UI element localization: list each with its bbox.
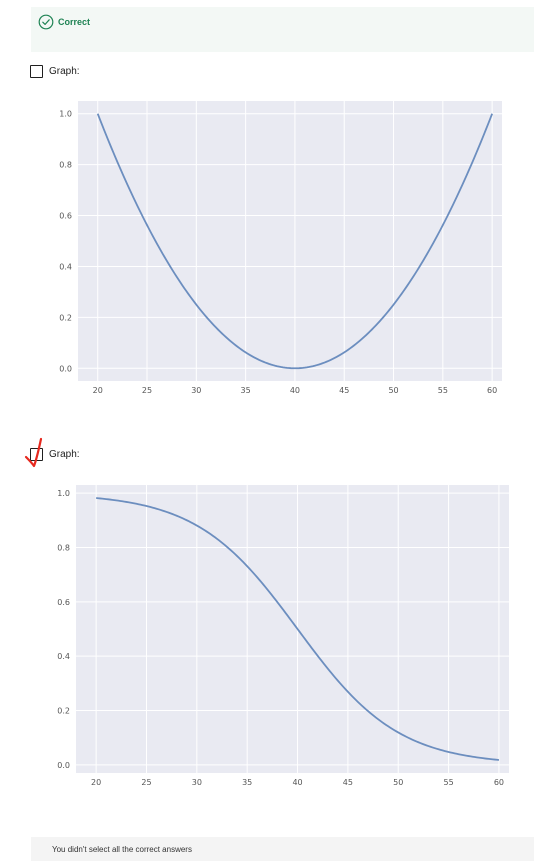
option-1-checkbox[interactable] (30, 65, 43, 78)
y-tick-labels: 0.0 0.2 0.4 0.6 0.8 1.0 (59, 110, 72, 374)
status-label: Correct (58, 17, 91, 27)
x-tick-label: 60 (487, 386, 497, 395)
y-tick-label: 1.0 (57, 489, 70, 498)
plot-background (76, 485, 509, 773)
option-1-label: Graph: (49, 66, 80, 77)
x-tick-label: 35 (241, 386, 251, 395)
sigmoid-chart: 0.0 0.2 0.4 0.6 0.8 1.0 20 25 30 35 40 45 50 55 60 (57, 485, 509, 786)
x-tick-label: 45 (339, 386, 349, 395)
correct-status-banner: Correct (31, 7, 534, 52)
feedback-text: You didn't select all the correct answer… (52, 845, 192, 854)
y-tick-label: 0.0 (59, 364, 72, 373)
x-tick-label: 35 (242, 778, 252, 786)
parabola-line (96, 113, 493, 370)
sigmoid-line (96, 497, 500, 761)
y-tick-label: 0.8 (57, 543, 70, 552)
gridlines (76, 485, 509, 773)
x-tick-label: 55 (443, 778, 453, 786)
x-tick-label: 25 (142, 386, 152, 395)
x-tick-label: 55 (438, 386, 448, 395)
x-tick-label: 20 (91, 778, 101, 786)
y-tick-labels: 0.0 0.2 0.4 0.6 0.8 1.0 (57, 489, 70, 770)
y-tick-label: 0.4 (57, 652, 70, 661)
feedback-message-box: You didn't select all the correct answer… (31, 837, 534, 861)
plot-background (78, 101, 502, 381)
x-tick-label: 50 (393, 778, 403, 786)
y-tick-label: 0.4 (59, 262, 72, 271)
x-tick-label: 25 (141, 778, 151, 786)
parabola-chart: 0.0 0.2 0.4 0.6 0.8 1.0 20 25 30 35 40 45 50 55 60 (59, 101, 502, 395)
x-tick-labels: 20 25 30 35 40 45 50 55 60 (91, 778, 504, 786)
x-tick-label: 60 (494, 778, 504, 786)
x-tick-labels: 20 25 30 35 40 45 50 55 60 (93, 386, 498, 395)
x-tick-label: 30 (192, 778, 202, 786)
y-tick-label: 0.6 (57, 598, 70, 607)
option-2-label: Graph: (49, 449, 80, 460)
x-tick-label: 40 (292, 778, 302, 786)
x-tick-label: 50 (388, 386, 398, 395)
y-tick-label: 0.0 (57, 761, 70, 770)
red-checkmark-icon (24, 437, 43, 468)
y-tick-label: 0.2 (57, 707, 70, 716)
check-circle-icon (38, 14, 54, 30)
y-tick-label: 0.2 (59, 313, 72, 322)
x-tick-label: 45 (343, 778, 353, 786)
y-tick-label: 0.8 (59, 161, 72, 170)
y-tick-label: 0.6 (59, 212, 72, 221)
x-tick-label: 40 (290, 386, 300, 395)
y-tick-label: 1.0 (59, 110, 72, 119)
x-tick-label: 30 (191, 386, 201, 395)
x-tick-label: 20 (93, 386, 103, 395)
